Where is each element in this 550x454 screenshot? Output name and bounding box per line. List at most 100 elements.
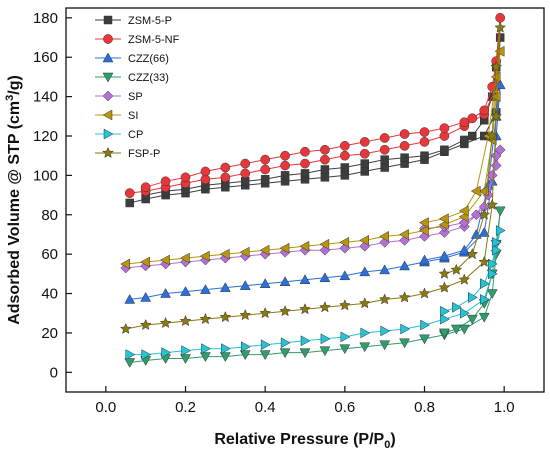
legend-marker [102,72,114,83]
data-point [300,146,310,157]
data-point [280,150,290,161]
data-point [299,303,311,315]
y-tick-label: 80 [41,207,58,224]
data-point [260,175,270,184]
series-line [125,51,501,265]
data-point [458,205,469,217]
data-point [125,349,136,361]
data-point [359,266,371,277]
data-point [220,172,231,183]
data-point [320,165,330,174]
data-point [460,135,469,145]
data-point [240,158,251,169]
data-point [491,236,502,248]
data-point [280,171,290,180]
data-point [478,208,491,220]
data-point [468,292,478,303]
data-point [141,349,152,361]
data-point [358,297,371,309]
data-point [300,169,310,178]
data-point [438,213,449,225]
data-point [300,335,311,347]
data-point [468,131,477,141]
y-axis-title: Adsorbed Volume @ STP (cm3/g) [4,75,23,325]
data-point [460,307,470,319]
data-point [438,250,450,261]
data-point [300,158,310,169]
data-point [478,312,490,323]
series-7 [119,21,507,334]
data-point [440,145,449,155]
data-point [419,137,430,147]
data-point [495,225,506,236]
data-point [418,287,431,299]
data-point [438,328,450,339]
data-point [399,260,411,271]
legend: ZSM-5-P ZSM-5-NF CZZ(66) CZZ(33) SP SI CP FSP-P [95,15,180,160]
data-point [486,198,499,210]
data-point [159,316,172,329]
legend-marker [103,34,113,44]
data-point [181,345,192,357]
data-point [398,291,411,303]
data-point [438,267,451,279]
data-point [219,352,231,363]
data-point [487,258,498,270]
data-point [339,140,350,151]
data-point [240,168,251,179]
data-point [360,167,369,176]
data-point [320,144,330,155]
x-axis-title-end: ) [390,431,395,448]
data-point [490,160,502,171]
series-layer [119,12,507,368]
data-point [359,342,371,353]
data-point [400,153,409,162]
data-point [259,350,271,361]
data-point [319,272,331,283]
data-point [279,276,291,286]
y-tick-label: 140 [33,89,58,106]
data-point [486,289,498,300]
x-tick-label: 1.0 [494,399,515,416]
legend-label: CZZ(33) [128,72,169,84]
data-point [320,173,330,182]
data-point [279,305,291,317]
data-point [478,255,491,268]
data-point [418,225,429,236]
data-point [450,263,463,275]
legend-label: SI [128,110,138,122]
data-point [470,185,481,197]
data-point [490,110,503,122]
data-point [259,307,272,319]
data-point [399,140,410,151]
data-point [491,244,502,256]
data-point [280,160,290,171]
data-point [239,350,251,361]
data-point [420,151,429,160]
data-point [139,318,152,331]
data-point [378,293,391,305]
data-point [180,286,191,296]
y-tick-label: 40 [41,286,58,303]
data-point [495,12,506,23]
data-point [399,229,409,240]
data-point [339,150,350,161]
data-point [340,171,350,180]
data-point [179,314,192,327]
x-axis-title: Relative Pressure (P/P0) [214,431,395,451]
x-tick-label: 0.0 [95,399,116,416]
plot-frame [65,7,545,393]
data-point [299,348,311,359]
series-line [129,84,501,300]
data-point [399,129,410,139]
data-point [380,163,389,172]
data-point [359,137,370,147]
data-point [199,284,211,294]
data-point [439,227,450,238]
x-tick-label: 0.6 [334,399,355,416]
data-point [467,113,478,124]
data-point [450,324,462,335]
data-point [339,344,351,355]
data-point [160,288,172,298]
series-5 [120,45,505,270]
